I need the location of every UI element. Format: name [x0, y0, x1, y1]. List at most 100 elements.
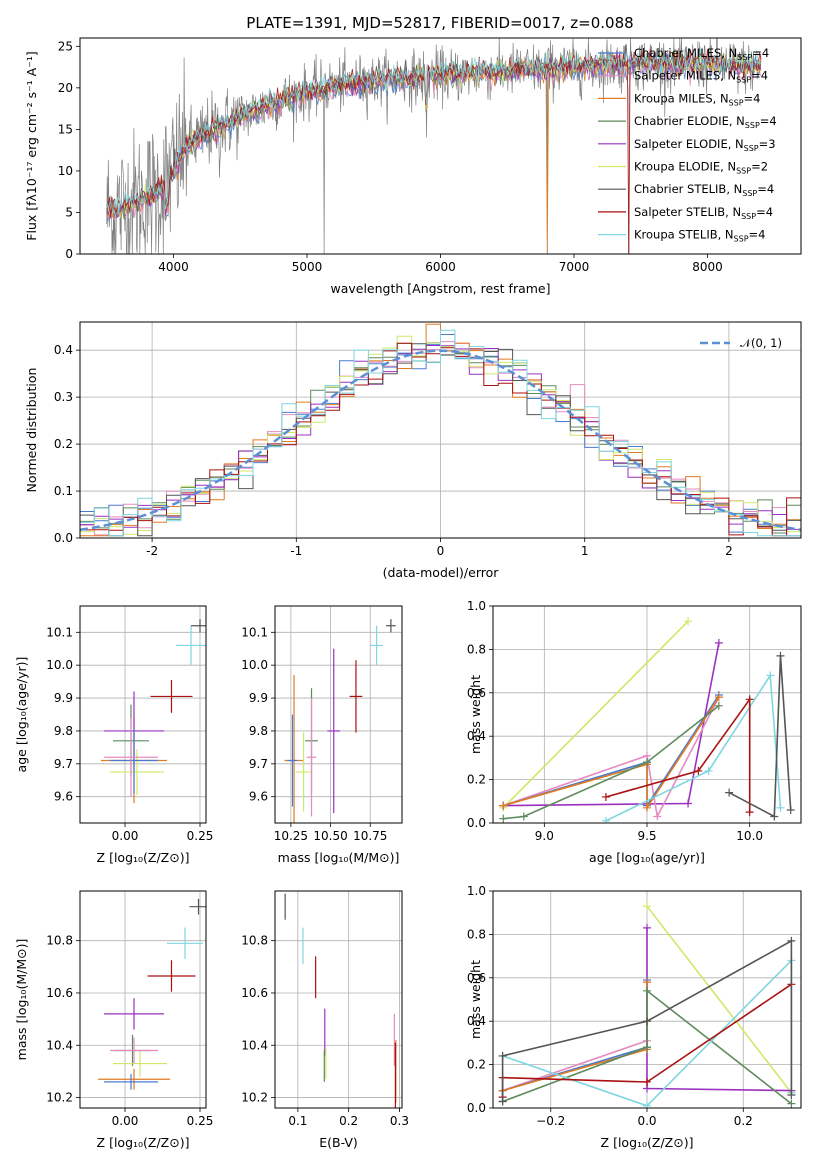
x-tick-label: 2	[725, 544, 733, 558]
x-tick-label: 0.0	[637, 1114, 656, 1128]
plot-area	[98, 898, 206, 1090]
axes-frame	[79, 605, 207, 824]
weight-point-marker	[704, 766, 713, 775]
x-axis-label: E(B-V)	[319, 1135, 358, 1150]
panel-age-vs-Z: 0.00 0.25 9.6 9.7 9.8 9.9 10.0 10.1 Z [log₁₀(Z/Z…	[14, 605, 213, 865]
y-tick-label: 0.0	[467, 1101, 486, 1115]
weight-point-marker	[643, 1017, 651, 1026]
y-tick-label: 0.6	[467, 686, 486, 700]
x-tick-label: 10.75	[353, 829, 387, 843]
weight-point-marker	[498, 1051, 507, 1060]
weight-point-marker	[694, 766, 703, 775]
y-tick-label: 1.0	[467, 884, 486, 898]
axes-frame	[79, 890, 207, 1109]
axes-frame	[274, 605, 403, 824]
weight-point-marker	[643, 986, 651, 995]
weight-point-marker	[770, 812, 779, 821]
weight-point-marker	[714, 693, 723, 702]
plot-area	[284, 893, 397, 1108]
y-tick-label: 10.8	[241, 934, 268, 948]
y-tick-label: 0.8	[467, 927, 486, 941]
x-tick-label: 0.2	[734, 1114, 753, 1128]
weight-point-marker	[643, 1043, 651, 1052]
weight-point-marker	[499, 814, 508, 823]
x-tick-label: 8000	[692, 260, 723, 274]
y-tick-label: 9.6	[249, 790, 268, 804]
y-tick-label: 10.0	[46, 658, 73, 672]
x-axis-label: (data-model)/error	[383, 565, 500, 580]
histogram-series	[80, 329, 801, 537]
legend-label: Chabrier MILES, NSSP=4	[634, 46, 769, 62]
y-tick-label: 0.4	[467, 729, 486, 743]
weight-point-marker	[643, 758, 651, 767]
weight-point-marker	[498, 1097, 507, 1106]
weight-point-marker	[714, 701, 723, 710]
x-tick-label: 0.3	[390, 1114, 409, 1128]
weight-point-marker	[643, 1101, 651, 1108]
weight-point-marker	[714, 638, 723, 647]
y-tick-label: 10	[58, 164, 73, 178]
x-tick-label: 7000	[559, 260, 590, 274]
legend-label: Chabrier ELODIE, NSSP=4	[634, 114, 777, 130]
weight-point-marker	[601, 792, 610, 801]
x-tick-label: -2	[146, 544, 158, 558]
x-axis-label: age [log₁₀(age/yr)]	[589, 850, 705, 865]
legend-label: Salpeter ELODIE, NSSP=3	[634, 137, 776, 153]
x-tick-label: −0.2	[536, 1114, 565, 1128]
y-tick-label: 0.4	[54, 343, 73, 357]
weight-point-marker	[643, 1077, 651, 1086]
weight-series-line	[503, 705, 720, 820]
y-tick-label: 9.8	[249, 724, 268, 738]
legend-label: Kroupa ELODIE, NSSP=2	[634, 160, 768, 176]
weight-point-marker	[766, 671, 775, 680]
panel-mass-weight-vs-age: 9.0 9.5 10.0 0.0 0.2 0.4 0.6 0.8 1.0 age [log₁₀(a…	[467, 599, 802, 865]
x-tick-label: 0.25	[187, 1114, 214, 1128]
x-tick-label: -1	[290, 544, 302, 558]
y-tick-label: 9.8	[54, 724, 73, 738]
legend-label: 𝒩(0, 1)	[740, 336, 782, 350]
y-tick-label: 0.2	[54, 437, 73, 451]
axes-frame	[274, 890, 403, 1109]
plot-area	[498, 902, 796, 1108]
weight-series-line	[502, 620, 689, 809]
x-tick-label: 9.0	[535, 829, 554, 843]
x-tick-label: 0.00	[112, 1114, 139, 1128]
y-axis-label: mass weight	[468, 675, 483, 754]
plot-area	[106, 38, 762, 254]
weight-point-marker	[684, 799, 693, 808]
legend-label: Salpeter STELIB, NSSP=4	[634, 205, 773, 221]
y-tick-label: 0	[65, 247, 73, 261]
weight-series-line	[605, 696, 751, 813]
y-tick-label: 9.9	[249, 691, 268, 705]
figure-title: PLATE=1391, MJD=52817, FIBERID=0017, z=0…	[246, 14, 633, 32]
y-tick-label: 10.6	[241, 986, 268, 1000]
y-tick-label: 25	[58, 39, 73, 53]
y-tick-label: 0.1	[54, 484, 73, 498]
weight-point-marker	[787, 1099, 796, 1108]
weight-point-marker	[776, 651, 785, 660]
weight-point-marker	[787, 1090, 796, 1099]
weight-series-line	[728, 655, 792, 818]
y-tick-label: 0.6	[467, 971, 486, 985]
x-axis-label: Z [log₁₀(Z/Z⊙)]	[601, 1135, 694, 1150]
y-tick-label: 10.2	[46, 1091, 73, 1105]
weight-point-marker	[499, 801, 508, 810]
x-tick-label: 4000	[158, 260, 189, 274]
plot-area	[80, 323, 801, 537]
axes-frame	[79, 37, 802, 255]
weight-point-marker	[643, 978, 651, 987]
y-tick-label: 0.0	[467, 816, 486, 830]
y-tick-label: 10.6	[46, 986, 73, 1000]
y-tick-label: 5	[65, 205, 73, 219]
x-axis-label: wavelength [Angstrom, rest frame]	[330, 281, 550, 296]
axes-frame	[492, 605, 802, 824]
x-tick-label: 0.1	[288, 1114, 307, 1128]
weight-series-line	[503, 696, 720, 819]
weight-series-line	[646, 905, 793, 1094]
y-tick-label: 1.0	[467, 599, 486, 613]
y-tick-label: 0.4	[467, 1014, 486, 1028]
weight-point-marker	[745, 695, 754, 704]
panel-mass-weight-vs-Z: −0.2 0.0 0.2 0.0 0.2 0.4 0.6 0.8 1.0 Z [log₁₀(Z/Z…	[467, 884, 802, 1150]
y-tick-label: 10.4	[241, 1038, 268, 1052]
